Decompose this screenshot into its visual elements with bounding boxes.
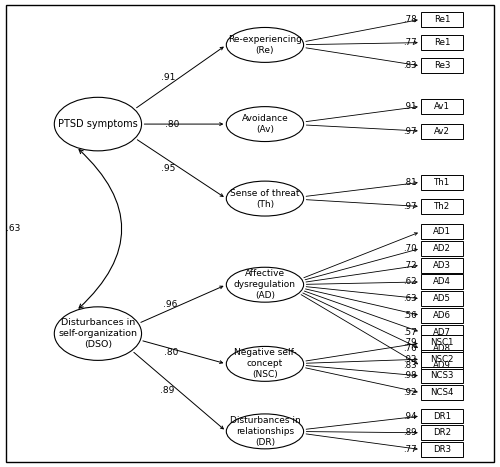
Text: .94: .94 (404, 411, 417, 420)
Text: AD7: AD7 (433, 328, 451, 337)
FancyBboxPatch shape (421, 409, 463, 424)
Text: .95: .95 (162, 164, 175, 173)
Text: NCS4: NCS4 (430, 388, 454, 397)
Text: Sense of threat
(Th): Sense of threat (Th) (230, 189, 300, 209)
Text: .91: .91 (161, 73, 176, 82)
FancyBboxPatch shape (421, 199, 463, 214)
FancyBboxPatch shape (421, 124, 463, 139)
FancyBboxPatch shape (421, 241, 463, 256)
Text: .83: .83 (403, 61, 417, 71)
FancyBboxPatch shape (421, 358, 463, 373)
Ellipse shape (226, 347, 304, 382)
Text: .79: .79 (404, 339, 417, 347)
Text: .89: .89 (404, 428, 417, 437)
Ellipse shape (226, 28, 304, 63)
Text: .78: .78 (403, 15, 417, 24)
Text: Av2: Av2 (434, 127, 450, 135)
FancyBboxPatch shape (421, 325, 463, 340)
Text: .98: .98 (404, 371, 417, 381)
Text: AD9: AD9 (433, 361, 451, 370)
Text: Av1: Av1 (434, 102, 450, 111)
FancyBboxPatch shape (421, 258, 463, 273)
FancyBboxPatch shape (421, 442, 463, 457)
FancyBboxPatch shape (421, 308, 463, 323)
Text: DR3: DR3 (433, 445, 451, 454)
Text: .81: .81 (403, 178, 417, 187)
FancyBboxPatch shape (421, 99, 463, 114)
Text: .97: .97 (404, 202, 417, 211)
Text: AD5: AD5 (433, 294, 451, 303)
Text: .72: .72 (403, 261, 417, 269)
Text: Th2: Th2 (434, 202, 450, 211)
Text: .77: .77 (403, 38, 417, 47)
FancyBboxPatch shape (421, 175, 463, 190)
Text: NSC1: NSC1 (430, 339, 454, 347)
Text: .77: .77 (403, 445, 417, 454)
Text: DR1: DR1 (433, 411, 451, 420)
Text: Th1: Th1 (434, 178, 450, 187)
Text: Disturbances in
relationships
(DR): Disturbances in relationships (DR) (230, 416, 300, 447)
Text: .97: .97 (404, 127, 417, 135)
Text: AD1: AD1 (433, 227, 451, 236)
Text: Negative self-
concept
(NSC): Negative self- concept (NSC) (234, 348, 296, 380)
FancyBboxPatch shape (421, 291, 463, 306)
Text: Avoidance
(Av): Avoidance (Av) (242, 114, 288, 134)
Text: Re1: Re1 (434, 38, 450, 47)
Text: Re-experiencing
(Re): Re-experiencing (Re) (228, 35, 302, 55)
Text: .70: .70 (403, 244, 417, 253)
Text: Affective
dysregulation
(AD): Affective dysregulation (AD) (234, 269, 296, 300)
Text: .62: .62 (403, 277, 417, 286)
Text: .89: .89 (160, 387, 174, 396)
Ellipse shape (54, 307, 142, 361)
FancyBboxPatch shape (421, 341, 463, 356)
Text: DR2: DR2 (433, 428, 451, 437)
Text: AD3: AD3 (433, 261, 451, 269)
FancyArrowPatch shape (79, 149, 122, 308)
FancyBboxPatch shape (421, 35, 463, 50)
Text: .91: .91 (404, 102, 417, 111)
Text: NSC2: NSC2 (430, 355, 454, 364)
Text: .92: .92 (404, 388, 417, 397)
FancyBboxPatch shape (421, 385, 463, 400)
Text: Re1: Re1 (434, 15, 450, 24)
Text: .83: .83 (403, 361, 417, 370)
Text: .96: .96 (163, 300, 178, 309)
FancyBboxPatch shape (421, 352, 463, 367)
Text: .80: .80 (164, 120, 179, 128)
Ellipse shape (226, 414, 304, 449)
FancyBboxPatch shape (421, 335, 463, 350)
Text: Re3: Re3 (434, 61, 450, 71)
Text: .76: .76 (403, 345, 417, 354)
Text: .63: .63 (6, 224, 20, 234)
Text: NCS3: NCS3 (430, 371, 454, 381)
Text: .63: .63 (403, 294, 417, 303)
Text: PTSD symptoms: PTSD symptoms (58, 119, 138, 129)
Ellipse shape (226, 267, 304, 302)
FancyBboxPatch shape (421, 12, 463, 27)
FancyBboxPatch shape (421, 224, 463, 239)
Text: Disturbances in
self-organization
(DSO): Disturbances in self-organization (DSO) (58, 318, 138, 349)
FancyBboxPatch shape (421, 275, 463, 290)
Text: AD2: AD2 (433, 244, 451, 253)
Text: AD8: AD8 (433, 345, 451, 354)
FancyBboxPatch shape (421, 58, 463, 73)
Text: .92: .92 (404, 355, 417, 364)
Ellipse shape (54, 97, 142, 151)
Text: .57: .57 (403, 328, 417, 337)
Text: .80: .80 (164, 347, 178, 356)
Ellipse shape (226, 106, 304, 142)
Text: AD6: AD6 (433, 311, 451, 320)
Ellipse shape (226, 181, 304, 216)
FancyBboxPatch shape (421, 368, 463, 383)
Text: .56: .56 (403, 311, 417, 320)
Text: AD4: AD4 (433, 277, 451, 286)
FancyBboxPatch shape (421, 425, 463, 440)
